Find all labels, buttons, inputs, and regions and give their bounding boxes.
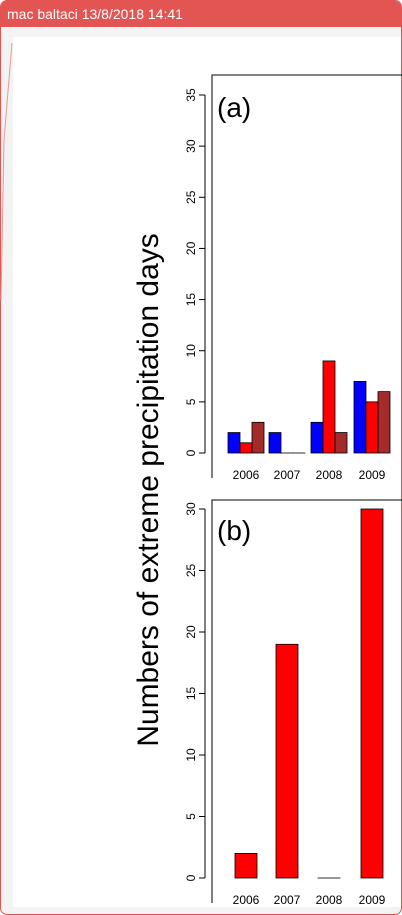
y-tick-label: 15 [184,293,198,307]
y-tick-label: 20 [184,241,198,255]
x-tick-label: 2009 [359,468,386,482]
bar [251,421,265,454]
bar [360,508,384,879]
post-author-timestamp: mac baltaci 13/8/2018 14:41 [7,6,183,22]
y-tick-label: 20 [184,625,198,639]
y-tick-label: 25 [184,190,198,204]
post-header-bar: mac baltaci 13/8/2018 14:41 [1,1,401,27]
plot-frame [211,74,402,478]
y-tick-label: 15 [184,687,198,701]
x-tick-label: 2008 [316,468,343,482]
panel-label: (b) [217,515,251,546]
bar [227,432,241,454]
y-tick-label: 5 [184,398,198,405]
bar [310,421,324,454]
x-tick-label: 2006 [233,468,260,482]
x-tick-label: 2009 [359,893,386,907]
y-tick-label: 25 [184,564,198,578]
y-tick-label: 0 [184,449,198,456]
bar [268,432,282,454]
x-tick-label: 2007 [274,893,301,907]
shared-y-axis-label: Numbers of extreme precipitation days [132,233,165,747]
y-tick-label: 30 [184,139,198,153]
y-tick-label: 10 [184,344,198,358]
y-tick-label: 30 [184,502,198,516]
bar [234,853,258,879]
y-tick-label: 10 [184,748,198,762]
bar [334,432,348,454]
bar [365,401,379,454]
y-tick-label: 35 [184,88,198,102]
bar [353,380,367,454]
bar [377,391,391,454]
y-tick-label: 0 [184,874,198,881]
panel-label: (a) [217,92,251,123]
figure-area [13,37,401,907]
bar [275,643,299,879]
bar [322,360,336,454]
x-tick-label: 2007 [274,468,301,482]
x-tick-label: 2006 [233,893,260,907]
plot-frame [211,499,402,903]
x-tick-label: 2008 [316,893,343,907]
bar [239,442,253,454]
panel-b: 0 5 10 15 20 25 30 2006 2007 2008 2009 (b) [184,499,402,907]
panel-a: 0 5 10 15 20 25 30 35 2006 2007 2008 2009 (a) [184,74,402,482]
y-tick-label: 5 [184,813,198,820]
